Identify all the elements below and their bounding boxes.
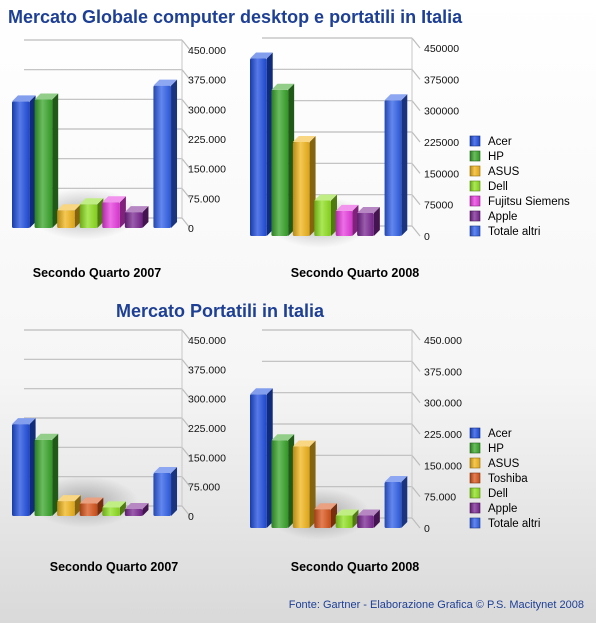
x-axis-label: Secondo Quarto 2007 [50, 560, 179, 574]
y-tick-label: 300.000 [424, 398, 462, 410]
bar-hp [34, 433, 59, 516]
bar-asus [292, 136, 316, 236]
portables-title: Mercato Portatili in Italia [116, 301, 325, 321]
bar-dell [102, 501, 126, 516]
legend: Acer HP ASUS Dell Fujitsu Siemens Apple Totale… [469, 135, 570, 238]
chart-portables-2007: 0 75.000 150.000 225.000 300.000 375.000 450.0… [12, 329, 226, 574]
legend-swatch [469, 165, 481, 177]
y-tick-label: 450.000 [188, 335, 226, 347]
legend-entry: Apple [488, 211, 517, 223]
legend-entry: ASUS [488, 166, 520, 178]
y-tick-label: 0 [424, 231, 430, 243]
legend-entry: Acer [488, 428, 512, 440]
legend-swatch [469, 180, 481, 192]
bar-asus [57, 495, 81, 516]
legend-entry: Totale altri [488, 226, 540, 238]
bar-toshiba [314, 503, 337, 528]
y-tick-label: 150.000 [188, 164, 226, 176]
chart-global-2007: 0 75.000 150.000 225.000 300.000 375.000 450.0… [12, 39, 226, 280]
bar-fujitsu-siemens [335, 204, 359, 236]
legend-swatch [469, 472, 481, 484]
y-tick-label: 150000 [424, 168, 459, 180]
bar-acer [250, 388, 273, 528]
legend-entry: Dell [488, 488, 508, 500]
y-tick-label: 450000 [424, 43, 459, 55]
y-tick-label: 375000 [424, 74, 459, 86]
main-title: Mercato Globale computer desktop e porta… [8, 7, 463, 27]
y-tick-label: 450.000 [424, 335, 462, 347]
x-axis-label: Secondo Quarto 2008 [291, 266, 420, 280]
y-tick-label: 0 [188, 511, 194, 523]
y-tick-label: 150.000 [188, 452, 226, 464]
legend-entry: HP [488, 443, 504, 455]
y-tick-label: 75.000 [188, 193, 220, 205]
y-tick-label: 225.000 [424, 429, 462, 441]
bar-acer [12, 95, 36, 228]
legend-swatch [469, 487, 481, 499]
bar-dell [79, 198, 104, 228]
bar-apple [357, 207, 380, 236]
y-tick-label: 75000 [424, 200, 453, 212]
bar-dell [335, 509, 359, 528]
y-tick-label: 75.000 [424, 492, 456, 504]
bar-toshiba [79, 497, 104, 516]
y-tick-label: 225000 [424, 137, 459, 149]
bar-totale-altri [153, 79, 178, 228]
legend-swatch [469, 195, 481, 207]
source-credit: Fonte: Gartner - Elaborazione Grafica © … [288, 599, 584, 611]
bar-hp [271, 83, 295, 237]
y-tick-label: 450.000 [188, 45, 226, 57]
legend-swatch [469, 225, 481, 237]
legend-swatch [469, 457, 481, 469]
x-axis-label: Secondo Quarto 2007 [33, 266, 162, 280]
bar-apple [124, 206, 149, 228]
legend-entry: Acer [488, 136, 512, 148]
y-tick-label: 75.000 [188, 482, 220, 494]
legend-swatch [469, 442, 481, 454]
legend-entry: Totale altri [488, 518, 540, 530]
y-tick-label: 300.000 [188, 394, 226, 406]
legend-swatch [469, 427, 481, 439]
bar-totale-altri [153, 466, 178, 516]
chart-portables-2008: 0 75.000 150.000 225.000 300.000 375.000 450.0… [250, 329, 540, 574]
bar-asus [57, 204, 81, 228]
y-tick-label: 300000 [424, 106, 459, 118]
x-axis-label: Secondo Quarto 2008 [291, 560, 420, 574]
y-tick-label: 0 [188, 223, 194, 235]
bar-acer [250, 52, 273, 236]
legend-entry: Apple [488, 503, 517, 515]
bar-totale-altri [384, 476, 408, 528]
y-tick-label: 375.000 [188, 75, 226, 87]
legend-entry: Dell [488, 181, 508, 193]
y-tick-label: 0 [424, 523, 430, 535]
bar-asus [292, 440, 316, 528]
legend-swatch [469, 150, 481, 162]
legend-entry: Fujitsu Siemens [488, 196, 570, 208]
legend-swatch [469, 517, 481, 529]
y-tick-label: 300.000 [188, 104, 226, 116]
chart-global-2008: 0 75000 150000 225000 300000 375000 450000 Seco… [250, 37, 570, 280]
legend-swatch [469, 502, 481, 514]
y-tick-label: 225.000 [188, 423, 226, 435]
bar-dell [314, 194, 337, 236]
legend: Acer HP ASUS Toshiba Dell Apple Totale altri [469, 427, 540, 530]
y-tick-label: 375.000 [188, 364, 226, 376]
bar-totale-altri [384, 94, 408, 236]
bar-apple [124, 502, 149, 516]
legend-entry: HP [488, 151, 504, 163]
legend-entry: Toshiba [488, 473, 528, 485]
y-tick-label: 150.000 [424, 460, 462, 472]
legend-swatch [469, 135, 481, 147]
bar-fujitsu-siemens [102, 196, 126, 228]
bar-apple [357, 509, 380, 528]
bar-hp [271, 434, 295, 528]
bar-acer [12, 418, 36, 516]
y-tick-label: 225.000 [188, 134, 226, 146]
y-tick-label: 375.000 [424, 366, 462, 378]
legend-entry: ASUS [488, 458, 520, 470]
legend-swatch [469, 210, 481, 222]
bar-hp [34, 93, 59, 228]
